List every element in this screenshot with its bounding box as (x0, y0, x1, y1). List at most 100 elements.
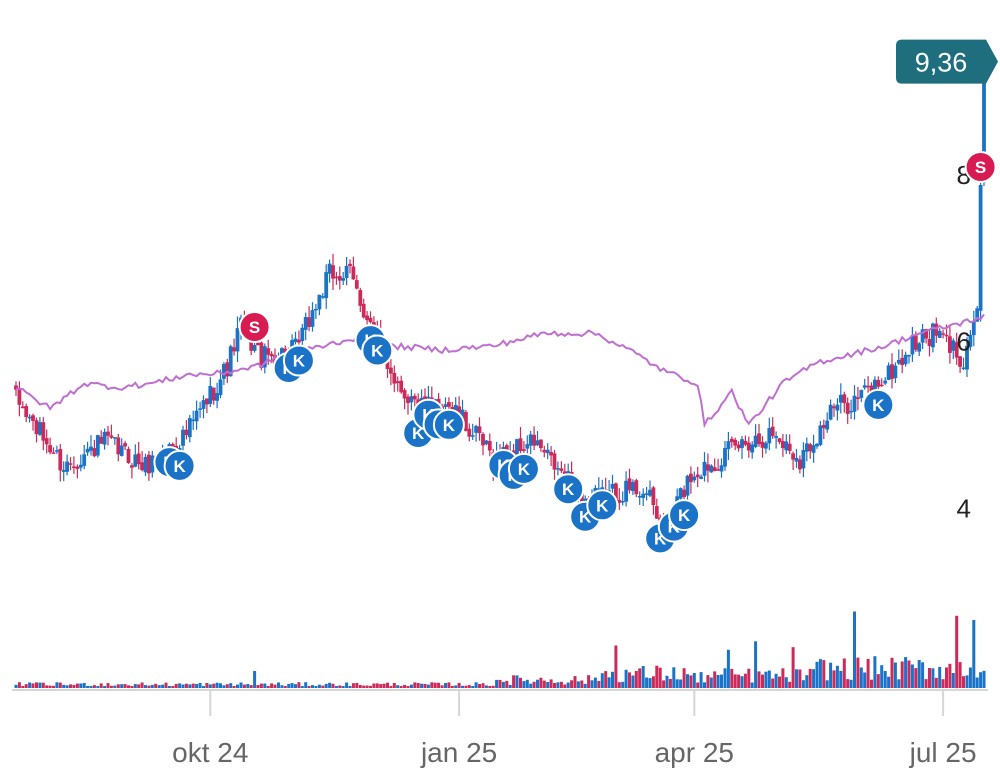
volume-bar (263, 683, 267, 688)
candle-body (815, 443, 819, 447)
volume-bar (822, 660, 826, 688)
candle-body (634, 480, 639, 495)
candle-body (614, 483, 618, 501)
candle-body (429, 397, 434, 399)
candle-body (358, 290, 363, 306)
candle-body (177, 447, 182, 450)
candle-body (798, 459, 802, 470)
benchmark-line (15, 313, 985, 429)
volume-bar (386, 682, 389, 688)
volume-bar (215, 682, 219, 688)
candle-body (269, 353, 274, 357)
candle-body (583, 498, 588, 503)
volume-bar (495, 679, 499, 688)
candle-body (808, 444, 813, 452)
volume-bar (396, 685, 400, 688)
volume-bar (774, 673, 778, 688)
volume-bar (382, 683, 386, 688)
volume-bar (433, 682, 437, 688)
volume-bar (256, 685, 260, 688)
volume-bar (430, 682, 434, 688)
volume-bar (679, 679, 683, 688)
candle-body (170, 444, 175, 448)
candle-body (443, 404, 448, 407)
candle-body (324, 272, 329, 299)
candle-body (678, 488, 683, 499)
volume-bar (910, 664, 914, 688)
x-tick-label: jul 25 (909, 737, 977, 768)
volume-bar (900, 661, 904, 688)
candle-body (58, 449, 63, 471)
candle-body (828, 404, 833, 420)
candle-body (736, 444, 741, 449)
volume-bar (79, 683, 83, 688)
candle-body (651, 487, 656, 505)
candle-body (72, 466, 76, 468)
candle-body (859, 390, 864, 398)
candle-body (290, 340, 294, 349)
volume-bar (505, 680, 509, 688)
candle-body (399, 380, 404, 393)
volume-bar (300, 686, 304, 688)
volume-bar (893, 662, 897, 688)
volume-bar (607, 677, 611, 688)
volume-bar (624, 669, 628, 688)
volume-bar (801, 680, 805, 688)
volume-bar (757, 671, 761, 688)
volume-bar (321, 685, 325, 688)
trade-marker-label: S (975, 158, 986, 177)
volume-bar (648, 678, 652, 688)
candle-body (784, 441, 789, 451)
candle-body (41, 422, 46, 441)
candle-body (365, 315, 369, 321)
candle-body (729, 438, 734, 443)
volume-bar (546, 682, 550, 688)
candle-body (481, 433, 485, 446)
volume-bar (815, 661, 819, 688)
volume-bar (444, 683, 447, 688)
volume-bar (740, 676, 744, 688)
trade-marker-label: K (872, 396, 885, 415)
volume-bar (754, 641, 758, 689)
x-tick-label: apr 25 (655, 737, 734, 768)
volume-bar (392, 683, 396, 688)
volume-bar (730, 668, 734, 688)
volume-bar (651, 676, 655, 688)
volume-bar (24, 684, 28, 688)
volume-bar (590, 680, 594, 688)
candle-body (181, 429, 185, 446)
volume-bar (566, 682, 570, 688)
candle-body (95, 435, 100, 456)
buy-marker (432, 408, 465, 441)
candle-body (51, 452, 56, 454)
volume-bar (348, 686, 352, 688)
volume-bar (38, 682, 42, 688)
candle-body (811, 445, 816, 453)
candle-body (314, 308, 318, 311)
volume-bar (808, 668, 812, 688)
candle-body (600, 487, 605, 490)
candle-body (102, 431, 107, 445)
candle-body (726, 441, 731, 450)
trade-marker-label: K (173, 457, 186, 476)
candle-body (753, 435, 758, 447)
volume-bar (638, 668, 642, 688)
volume-bar (938, 666, 942, 688)
volume-bar (689, 675, 693, 688)
trade-marker-label: K (596, 496, 609, 515)
candle-body (542, 449, 547, 453)
volume-bar (968, 667, 972, 688)
volume-bar (331, 683, 335, 688)
volume-bar (403, 684, 407, 688)
candle-body (150, 455, 155, 473)
volume-bar (294, 684, 297, 688)
candle-body (958, 356, 962, 367)
candle-body (464, 412, 468, 431)
candle-body (201, 400, 206, 409)
volume-bar (202, 686, 205, 688)
volume-bar (958, 662, 962, 688)
candle-body (354, 280, 359, 289)
volume-bar (655, 665, 659, 688)
volume-bar (355, 682, 359, 688)
